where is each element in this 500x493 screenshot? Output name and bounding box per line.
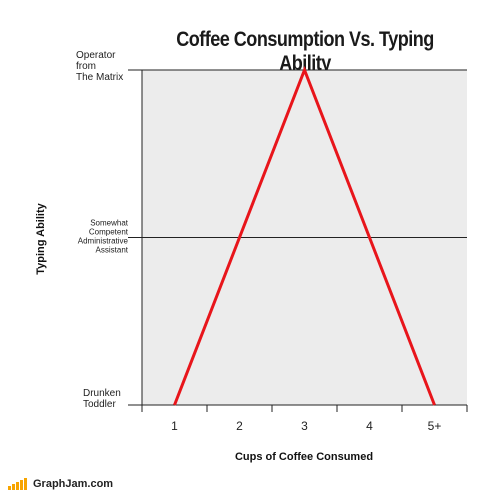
x-tick-label-2: 2 [236,419,243,433]
y-tick-label-2: Operator from The Matrix [76,50,123,83]
x-tick-label-5+: 5+ [428,419,442,433]
axes [141,70,468,412]
brand-name: GraphJam.com [33,478,114,490]
x-tick-label-3: 3 [301,419,308,433]
bar-chart-icon [8,478,27,490]
footer-logo: GraphJam.com [8,478,113,490]
x-tick-labels: 1 2 3 4 5+ [171,419,441,433]
y-tick-label-1: Somewhat Competent Administrative Assistant [78,219,129,255]
y-axis-label: Typing Ability [35,202,47,274]
series-line-0 [173,65,436,406]
series-layer [173,65,436,406]
y-tick-label-0: Drunken Toddler [83,388,121,410]
x-tick-label-1: 1 [171,419,178,433]
y-tick-labels: Drunken Toddler Somewhat Competent Administr… [76,50,129,410]
x-axis-label: Cups of Coffee Consumed [235,451,373,463]
chart-title: Coffee Consumption Vs. Typing Ability [176,28,434,75]
x-tick-label-4: 4 [366,419,373,433]
